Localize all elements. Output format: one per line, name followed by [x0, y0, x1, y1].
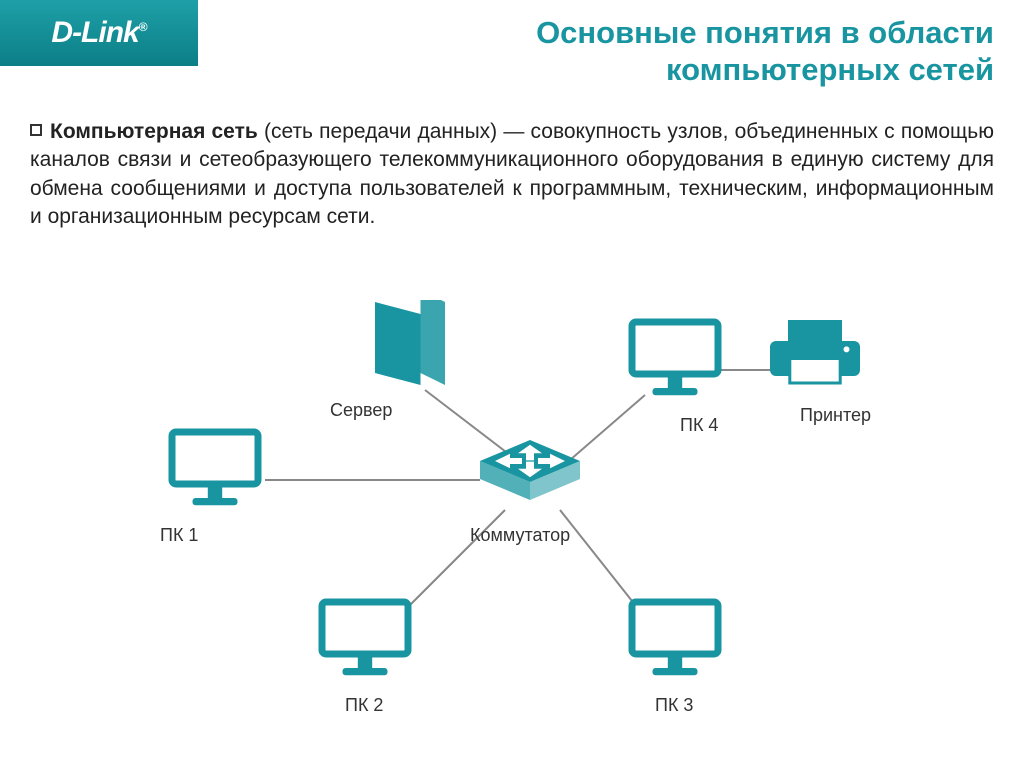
pc2-icon: [322, 602, 408, 675]
pc4-label: ПК 4: [680, 415, 718, 436]
diagram-svg: [150, 300, 870, 730]
bullet-icon: [30, 124, 42, 136]
pc1-icon: [172, 432, 258, 505]
network-diagram: Коммутатор Сервер ПК 4 Принтер ПК 1 ПК 2 ПК 3: [150, 300, 870, 730]
pc3-icon: [632, 602, 718, 675]
edge-switch-server: [425, 390, 510, 455]
server-label: Сервер: [330, 400, 392, 421]
logo-text: D-Link®: [51, 16, 146, 50]
title-line-2: компьютерных сетей: [666, 52, 994, 87]
slide-title: Основные понятия в области компьютерных …: [210, 14, 994, 88]
switch-icon: [480, 440, 580, 500]
logo-label: D-Link: [51, 16, 138, 49]
switch-label: Коммутатор: [470, 525, 570, 546]
definition-paragraph: Компьютерная сеть (сеть передачи данных)…: [30, 118, 994, 231]
title-line-1: Основные понятия в области: [536, 15, 994, 50]
pc1-label: ПК 1: [160, 525, 198, 546]
printer-icon: [770, 320, 860, 383]
edge-switch-pc4: [570, 395, 645, 460]
pc2-label: ПК 2: [345, 695, 383, 716]
definition-term: Компьютерная сеть: [50, 120, 258, 143]
pc4-icon: [632, 322, 718, 395]
brand-header: D-Link®: [0, 0, 198, 66]
server-icon: [375, 300, 445, 385]
pc3-label: ПК 3: [655, 695, 693, 716]
printer-label: Принтер: [800, 405, 871, 426]
registered-mark: ®: [139, 20, 147, 34]
title-heading: Основные понятия в области компьютерных …: [210, 14, 994, 88]
body-text-block: Компьютерная сеть (сеть передачи данных)…: [30, 118, 994, 231]
